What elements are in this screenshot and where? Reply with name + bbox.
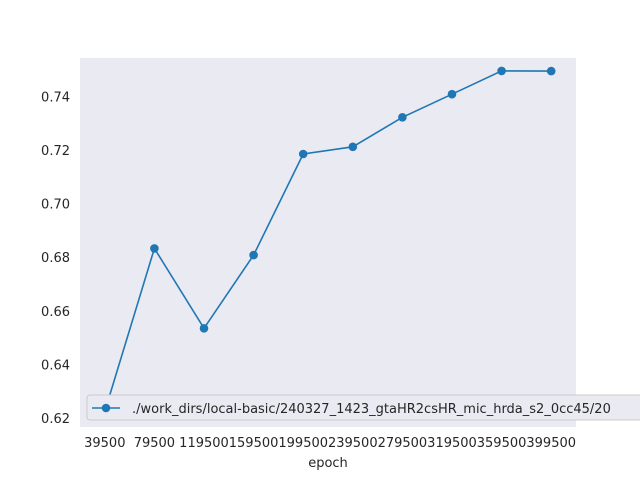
series-line (104, 70, 552, 412)
data-point (497, 66, 506, 76)
x-tick-label: 359500 (477, 436, 527, 451)
x-axis-ticks: 39500 79500 119500 159500 199500 239500 279500… (84, 436, 576, 451)
series-layer (100, 66, 556, 416)
data-point (348, 142, 358, 152)
legend-point-marker (101, 403, 111, 413)
x-tick-label: 319500 (427, 436, 477, 451)
data-point (150, 244, 159, 253)
data-point (447, 89, 457, 99)
y-tick-label: 0.74 (41, 90, 70, 105)
y-tick-label: 0.68 (41, 251, 70, 266)
x-tick-label: 79500 (134, 436, 175, 451)
legend-series-label: ./work_dirs/local-basic/240327_1423_gtaH… (132, 402, 611, 417)
x-tick-label: 39500 (84, 436, 125, 451)
data-point (199, 324, 209, 333)
x-tick-label: 159500 (229, 436, 279, 451)
legend-box (86, 394, 640, 421)
x-tick-label: 239500 (328, 436, 378, 451)
y-tick-label: 0.72 (41, 144, 70, 159)
x-axis-label: epoch (308, 456, 348, 471)
data-point (398, 113, 407, 122)
y-tick-label: 0.66 (41, 305, 70, 320)
data-point (298, 149, 308, 159)
x-tick-label: 399500 (526, 436, 576, 451)
y-axis-ticks: 0.62 0.64 0.66 0.68 0.70 0.72 0.74 (41, 90, 70, 427)
plot-area (80, 58, 576, 427)
x-tick-label: 279500 (378, 436, 428, 451)
legend: ./work_dirs/local-basic/240327_1423_gtaH… (86, 394, 640, 421)
y-tick-label: 0.64 (41, 359, 70, 374)
y-tick-label: 0.70 (41, 198, 70, 213)
data-point (249, 250, 258, 260)
x-tick-label: 199500 (278, 436, 328, 451)
x-tick-label: 119500 (179, 436, 229, 451)
data-point (546, 66, 556, 76)
y-tick-label: 0.62 (41, 412, 70, 427)
